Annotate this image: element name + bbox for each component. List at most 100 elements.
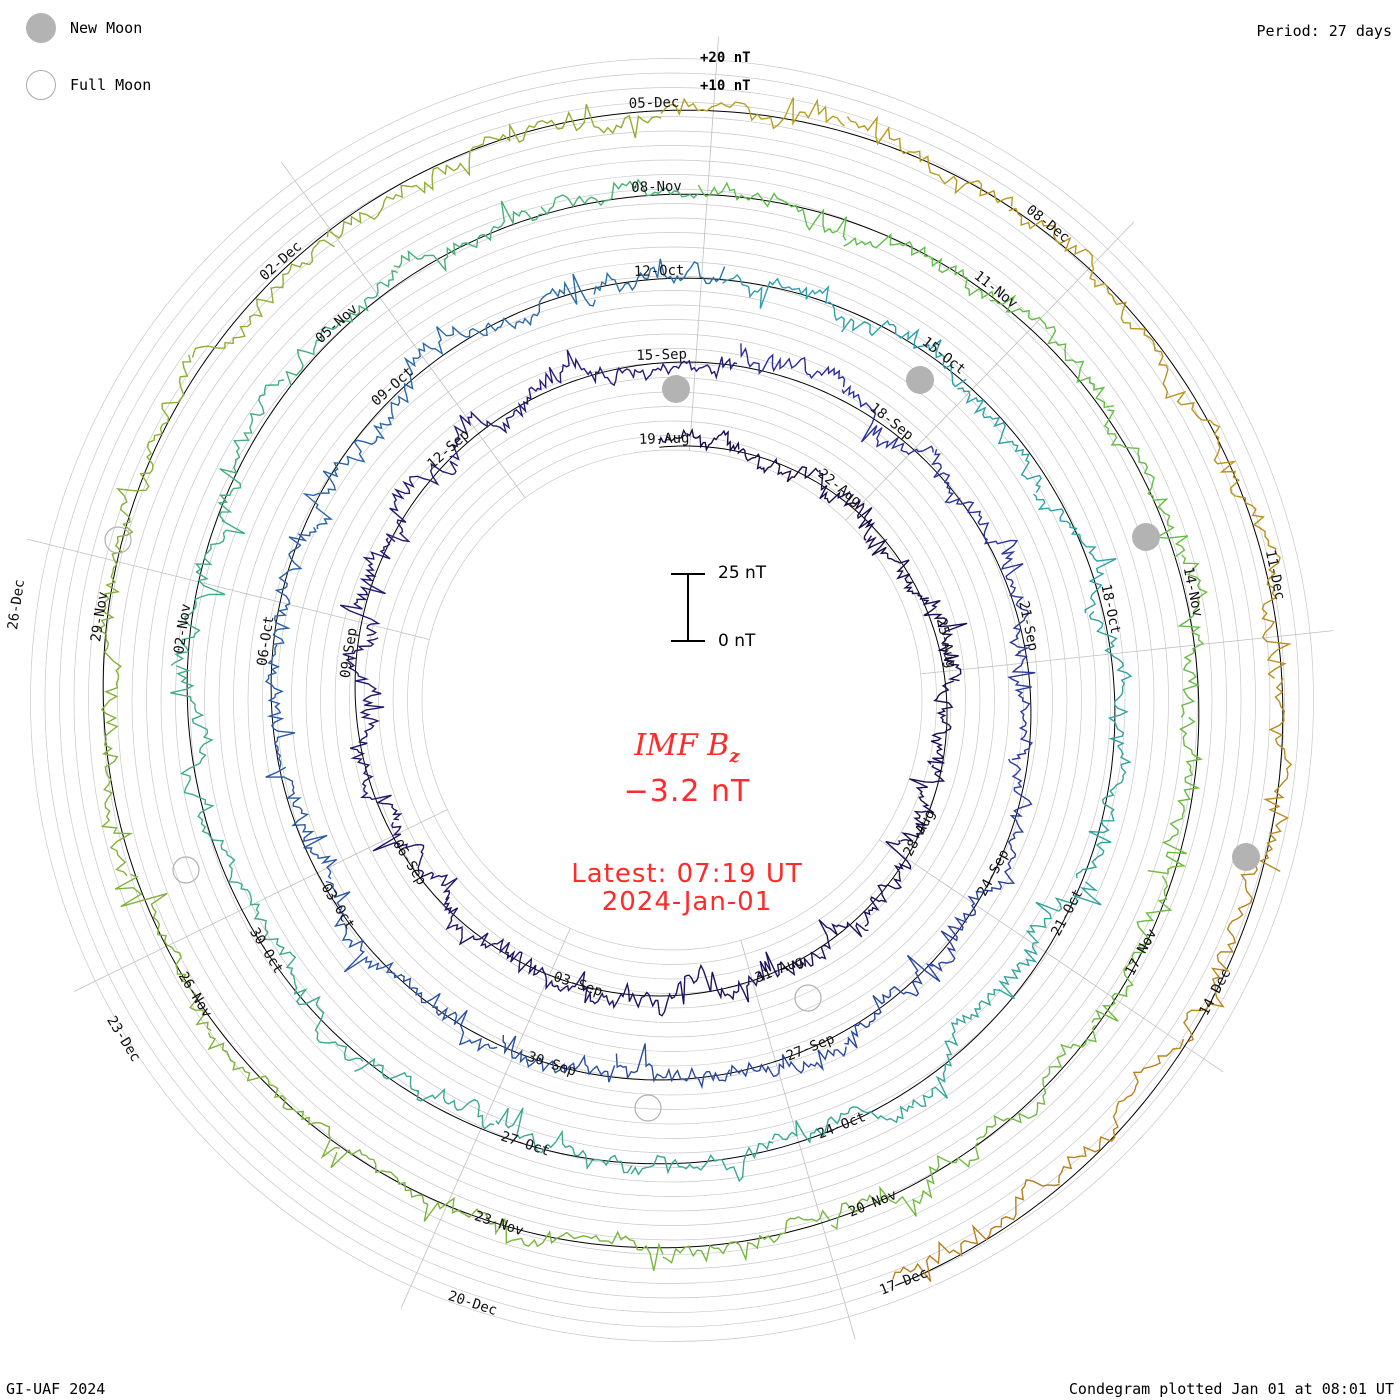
bz-series-segment: [740, 343, 846, 388]
bz-series-segment: [100, 700, 134, 877]
grid-circle: [30, 58, 1314, 1342]
bz-series-segment: [385, 460, 458, 543]
date-label: 08-Nov: [631, 178, 682, 195]
bz-series-segment: [922, 599, 968, 682]
bz-series-segment: [339, 537, 391, 637]
bz-series-segment: [285, 269, 399, 386]
scale-bar: [671, 573, 705, 642]
grid-spoke: [26, 538, 430, 640]
bz-series-segment: [1177, 554, 1208, 718]
new-moon-marker: [906, 366, 934, 394]
bz-series-segment: [843, 233, 994, 300]
grid-spoke: [74, 809, 448, 992]
grid-circle: [247, 275, 1097, 1125]
ring-value-label: +20 nT: [700, 50, 751, 66]
bz-series-segment: [326, 143, 483, 239]
bz-series-segment: [191, 239, 335, 358]
grid-spoke: [689, 36, 719, 451]
bz-series-segment: [931, 449, 999, 545]
bz-series-segment: [443, 896, 522, 963]
legend-new-moon-label: New Moon: [70, 19, 143, 37]
bz-series-segment: [325, 880, 403, 979]
grid-spoke: [879, 839, 1224, 1073]
grid-circle: [305, 333, 1039, 1067]
bz-series-segment: [1183, 864, 1258, 1043]
bz-series-segment: [265, 766, 338, 880]
bz-series-segment: [354, 1057, 495, 1130]
date-label: 06-Sep: [389, 837, 429, 888]
bz-series-segment: [116, 354, 192, 525]
date-label: 02-Nov: [171, 603, 194, 655]
date-label: 21-Oct: [1048, 887, 1086, 939]
bz-series-segment: [400, 974, 498, 1053]
bz-series-segment: [494, 1217, 664, 1271]
bz-series-segment: [722, 273, 845, 328]
grid-circle: [204, 232, 1140, 1168]
grid-circle: [175, 203, 1169, 1197]
date-label: 06-Oct: [254, 615, 277, 667]
grid-circle: [276, 304, 1068, 1096]
bz-series-segment: [1103, 409, 1189, 558]
new-moon-marker: [1232, 843, 1260, 871]
date-label: 27-Oct: [499, 1129, 552, 1160]
bz-series-segment: [771, 1105, 914, 1144]
full-moon-marker: [104, 526, 132, 554]
bz-series-segment: [865, 535, 929, 600]
bz-series-segment: [217, 379, 285, 523]
grid-circle: [233, 261, 1111, 1139]
bz-series-segment: [830, 1142, 980, 1230]
new-moon-icon: [26, 13, 56, 43]
bz-series-segment: [1088, 610, 1133, 747]
bz-series-segment: [841, 384, 934, 456]
credit-label: GI-UAF 2024: [6, 1380, 106, 1398]
date-label: 19-Aug: [639, 430, 690, 447]
grid-circle: [349, 377, 995, 1023]
bz-series-segment: [615, 1043, 731, 1090]
bz-series-segment: [502, 1034, 616, 1083]
bz-series-segment: [1033, 493, 1117, 614]
date-label: 27-Sep: [784, 1031, 837, 1065]
bz-series-segment: [170, 519, 246, 667]
bz-series-segment: [264, 644, 296, 769]
bz-series-segment: [819, 469, 876, 541]
bz-series-segment: [900, 764, 946, 842]
full-moon-marker: [794, 984, 822, 1012]
period-label: Period: 27 days: [1256, 22, 1392, 40]
plotted-label: Condegram plotted Jan 01 at 08:01 UT: [1068, 1380, 1394, 1398]
zero-baseline-spiral: [102, 109, 1284, 1287]
date-label: 20-Dec: [446, 1288, 499, 1319]
bz-series-segment: [996, 539, 1030, 653]
grid-circle: [73, 101, 1271, 1299]
bz-series-segment: [990, 294, 1115, 409]
grid-circle: [146, 174, 1198, 1226]
grid-circle: [262, 290, 1082, 1110]
bz-series-segment: [697, 181, 848, 241]
scale-top-label: 25 nT: [718, 563, 767, 583]
bz-series-segment: [841, 317, 967, 388]
bz-series-segment: [528, 349, 634, 393]
bz-series-segment: [1091, 875, 1173, 1023]
bz-series-segment: [632, 356, 738, 382]
bz-series-segment: [926, 680, 955, 765]
grid-circle: [131, 159, 1213, 1241]
date-label: 15-Sep: [636, 346, 687, 363]
date-label: 12-Sep: [424, 427, 472, 473]
bz-series-segment: [198, 816, 279, 944]
grid-spoke: [280, 161, 526, 498]
bz-series-segment: [207, 1032, 340, 1160]
bz-series-segment: [1147, 716, 1203, 875]
grid-circle: [320, 348, 1024, 1052]
bz-series-segment: [1259, 677, 1293, 873]
bz-series-segment: [603, 974, 697, 1017]
bz-series-segment: [998, 881, 1102, 1000]
parameter-sub: z: [729, 746, 740, 767]
grid-circle: [59, 87, 1285, 1313]
bz-series-segment: [342, 637, 385, 733]
bz-series-segment: [381, 325, 471, 426]
grid-circle: [421, 449, 923, 951]
grid-circle: [44, 72, 1300, 1328]
date-label: 03-Sep: [551, 969, 604, 1000]
bz-series-segment: [892, 1178, 1060, 1283]
grid-circle: [378, 406, 966, 994]
date-label: 09-Sep: [337, 627, 360, 679]
